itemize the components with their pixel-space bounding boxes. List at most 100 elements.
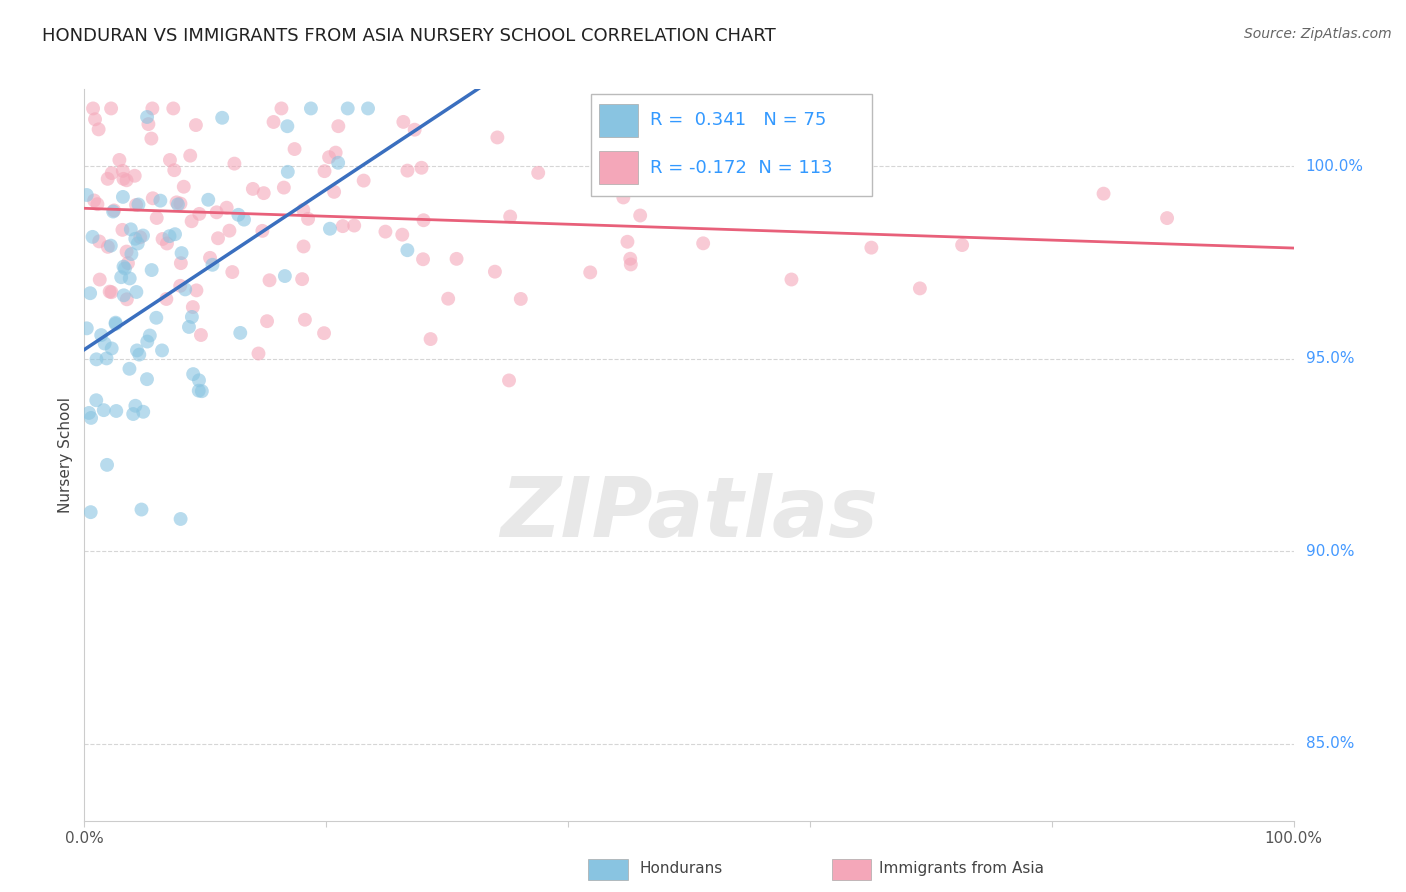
Point	[118, 361, 141, 376]
Text: Source: ZipAtlas.com: Source: ZipAtlas.com	[1244, 27, 1392, 41]
Point	[404, 122, 426, 136]
Point	[1092, 186, 1115, 201]
Point	[186, 284, 208, 298]
Point	[263, 115, 285, 129]
Point	[252, 224, 274, 238]
Point	[314, 164, 336, 178]
Point	[108, 153, 131, 167]
Point	[242, 182, 264, 196]
Point	[97, 240, 120, 254]
Point	[111, 164, 134, 178]
Bar	[832, 859, 872, 880]
Point	[111, 190, 134, 204]
Point	[80, 411, 103, 425]
Point	[276, 120, 298, 134]
Point	[179, 149, 201, 163]
Point	[82, 230, 104, 244]
Point	[437, 292, 460, 306]
Text: R = -0.172  N = 113: R = -0.172 N = 113	[650, 159, 832, 177]
Point	[156, 236, 179, 251]
Point	[104, 317, 127, 331]
Point	[292, 239, 315, 253]
Text: 85.0%: 85.0%	[1306, 736, 1354, 751]
Text: ZIPatlas: ZIPatlas	[501, 473, 877, 554]
Point	[190, 328, 212, 343]
Point	[825, 169, 848, 183]
Point	[100, 238, 122, 252]
Point	[270, 102, 292, 116]
Point	[174, 282, 197, 296]
Point	[446, 252, 468, 266]
Point	[138, 117, 160, 131]
Point	[326, 155, 349, 169]
Point	[170, 256, 193, 270]
Point	[486, 130, 509, 145]
Point	[218, 224, 240, 238]
Point	[312, 326, 335, 340]
Point	[299, 102, 322, 116]
Point	[152, 232, 174, 246]
Point	[357, 102, 380, 116]
Point	[908, 281, 931, 295]
Point	[277, 165, 299, 179]
Point	[167, 197, 190, 211]
Text: 100.0%: 100.0%	[1306, 159, 1364, 174]
Point	[319, 221, 342, 235]
Point	[860, 241, 883, 255]
Point	[328, 119, 350, 133]
Point	[124, 399, 146, 413]
Point	[84, 393, 107, 408]
Point	[79, 286, 101, 301]
Point	[112, 260, 135, 274]
Point	[110, 270, 132, 285]
Point	[96, 458, 118, 472]
Text: 95.0%: 95.0%	[1306, 351, 1354, 367]
Point	[132, 228, 155, 243]
Point	[166, 195, 188, 210]
Point	[188, 207, 211, 221]
Point	[76, 321, 98, 335]
Point	[292, 202, 315, 217]
Point	[229, 326, 252, 340]
Point	[396, 243, 419, 257]
Point	[139, 328, 162, 343]
Point	[89, 235, 111, 249]
Point	[80, 505, 103, 519]
Point	[247, 346, 270, 360]
Point	[93, 403, 115, 417]
Point	[274, 268, 297, 283]
Point	[173, 179, 195, 194]
Point	[221, 265, 243, 279]
FancyBboxPatch shape	[591, 94, 872, 196]
Point	[332, 219, 354, 234]
Point	[780, 272, 803, 286]
Bar	[589, 859, 627, 880]
Point	[211, 111, 233, 125]
Text: HONDURAN VS IMMIGRANTS FROM ASIA NURSERY SCHOOL CORRELATION CHART: HONDURAN VS IMMIGRANTS FROM ASIA NURSERY…	[42, 27, 776, 45]
Point	[273, 180, 295, 194]
Point	[159, 153, 181, 167]
Point	[83, 194, 105, 208]
Point	[77, 406, 100, 420]
Point	[253, 186, 276, 201]
Point	[112, 288, 135, 302]
Point	[198, 251, 221, 265]
Point	[180, 214, 202, 228]
Text: Immigrants from Asia: Immigrants from Asia	[879, 861, 1043, 876]
Point	[297, 211, 319, 226]
Point	[191, 384, 214, 399]
Point	[336, 102, 359, 116]
Point	[96, 351, 118, 366]
Point	[125, 343, 148, 358]
Point	[90, 328, 112, 343]
Bar	[599, 151, 638, 184]
Point	[392, 115, 415, 129]
Point	[86, 197, 108, 211]
Point	[170, 246, 193, 260]
Point	[136, 334, 159, 349]
Point	[228, 208, 250, 222]
Point	[181, 367, 204, 381]
Point	[125, 198, 148, 212]
Point	[620, 257, 643, 271]
Point	[681, 160, 703, 174]
